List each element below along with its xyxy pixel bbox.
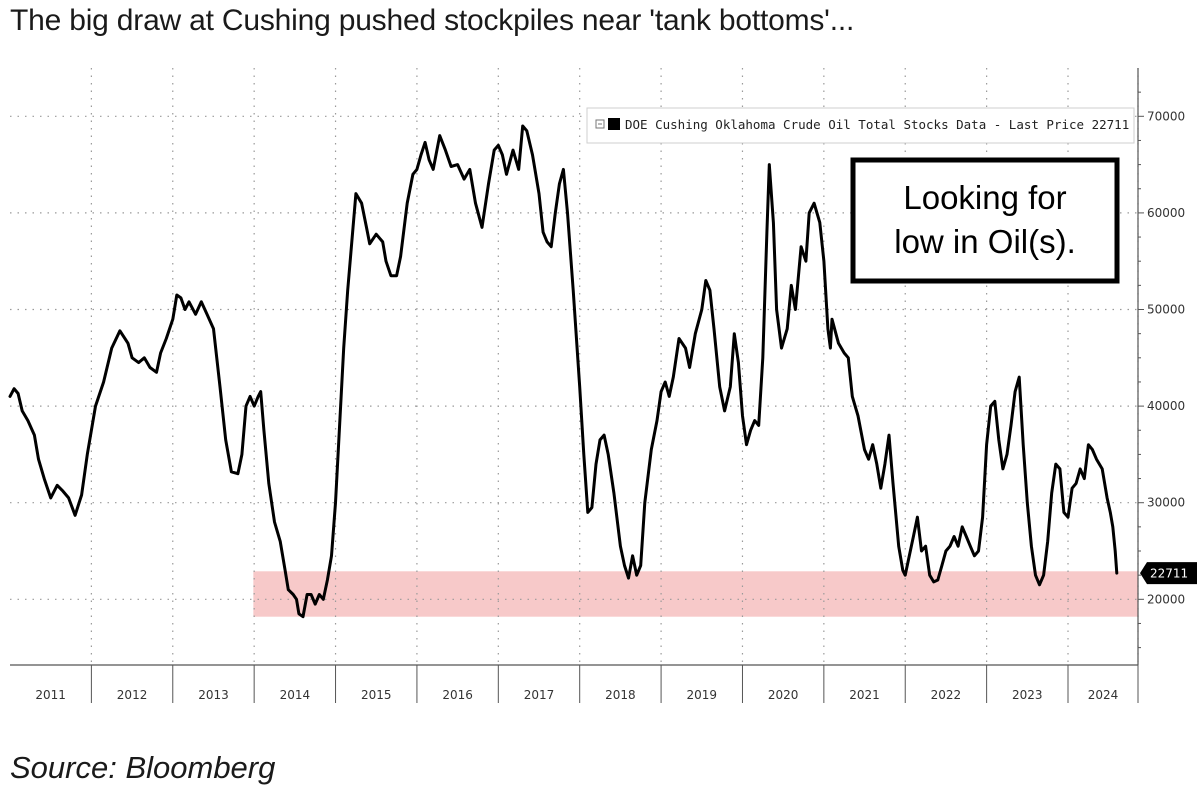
y-tick-label: 60000 (1147, 206, 1185, 220)
y-tick-label: 50000 (1147, 303, 1185, 317)
line-chart: 20000 30000 40000 50000 60000 70000 2011 2012 20… (8, 68, 1197, 703)
y-tick-label: 30000 (1147, 496, 1185, 510)
callout-line-2: low in Oil(s). (894, 223, 1076, 260)
highlight-band (253, 571, 1139, 617)
y-tick-label: 70000 (1147, 109, 1185, 123)
x-tick-label: 2020 (768, 688, 799, 702)
callout-box (850, 157, 1120, 284)
x-tick-label: 2021 (849, 688, 880, 702)
legend: DOE Cushing Oklahoma Crude Oil Total Sto… (586, 107, 1135, 144)
x-tick-label: 2011 (35, 688, 66, 702)
x-tick-label: 2019 (687, 688, 718, 702)
callout-line-1: Looking for (903, 179, 1066, 216)
x-tick-label: 2023 (1012, 688, 1043, 702)
x-tick-label: 2012 (117, 688, 148, 702)
x-tick-label: 2017 (524, 688, 555, 702)
legend-box (586, 107, 1135, 144)
legend-text: DOE Cushing Oklahoma Crude Oil Total Sto… (625, 117, 1129, 132)
last-price-label-text: 22711 (1150, 567, 1188, 581)
x-tick-label: 2015 (361, 688, 392, 702)
y-tick-label: 20000 (1147, 592, 1185, 606)
x-tick-label: 2016 (442, 688, 473, 702)
legend-swatch (608, 118, 620, 130)
x-tick-label: 2014 (280, 688, 311, 702)
headline: The big draw at Cushing pushed stockpile… (10, 4, 855, 37)
x-tick-label: 2024 (1088, 688, 1119, 702)
callout: Looking for low in Oil(s). (850, 157, 1120, 284)
x-tick-label: 2013 (198, 688, 229, 702)
axis-layer: 20000 30000 40000 50000 60000 70000 2011 2012 20… (10, 68, 1185, 703)
series-line (8, 124, 1119, 619)
highlight-band-layer (253, 571, 1139, 617)
source-note: Source: Bloomberg (10, 750, 276, 785)
y-tick-label: 40000 (1147, 399, 1185, 413)
x-tick-label: 2018 (605, 688, 636, 702)
x-tick-label: 2022 (931, 688, 962, 702)
last-price-label-bg (1140, 562, 1197, 585)
series-layer (8, 124, 1119, 619)
last-price-label: 22711 (1140, 562, 1197, 585)
